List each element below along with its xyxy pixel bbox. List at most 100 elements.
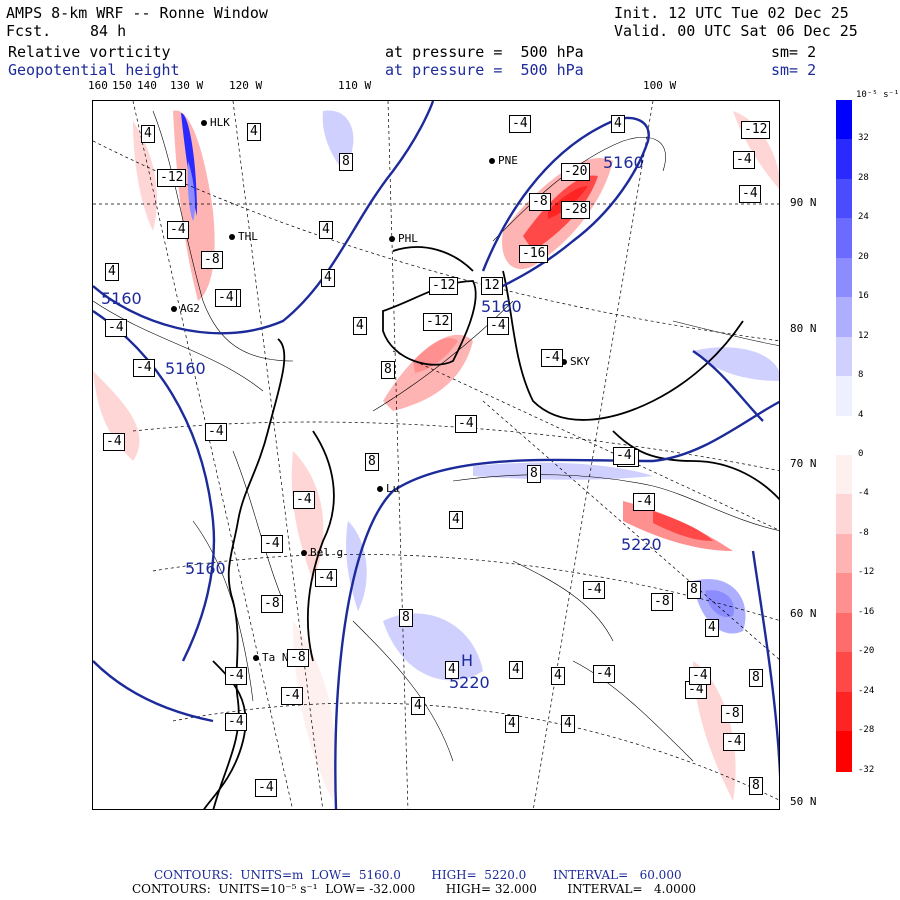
colorbar-tick-label: 24 [858,212,869,223]
colorbar-tick-label: -20 [858,646,875,657]
lon-label: 110 W [338,79,372,92]
colorbar-tick-label: -12 [858,567,875,578]
station-marker: THL [229,230,258,243]
field1-smoothing: sm= 2 [771,43,817,61]
vorticity-label: 12 [481,277,503,295]
vorticity-label: 8 [749,669,763,687]
colorbar-tick-label: 12 [858,330,869,341]
colorbar-tick-label: 8 [858,370,864,381]
colorbar-cell [836,100,852,141]
colorbar-cell [836,415,852,456]
height-label: 5160 [101,289,142,308]
colorbar [836,100,852,810]
vorticity-label: -12 [157,169,187,187]
vorticity-label: 4 [411,697,425,715]
vorticity-contours [93,110,779,762]
station-marker: PHL [389,232,418,245]
station-marker: AG2 [171,302,200,315]
station-dot-icon [377,486,383,492]
colorbar-tick-label: -16 [858,606,875,617]
colorbar-tick-label: 0 [858,449,864,459]
vorticity-label: -8 [529,193,551,211]
fcst-value: 84 h [90,22,127,40]
colorbar-cell [836,691,852,733]
vorticity-label: -4 [133,359,155,377]
vorticity-label: -8 [287,649,309,667]
vorticity-label: 4 [247,123,261,141]
vorticity-label: -4 [593,665,615,683]
vorticity-label: 8 [339,153,353,171]
vorticity-label: -4 [103,433,125,451]
field2-smoothing: sm= 2 [771,61,817,79]
vorticity-contour-info: CONTOURS: UNITS=10⁻⁵ s⁻¹ LOW= -32.000 HI… [132,882,696,896]
vorticity-label: 8 [687,581,701,599]
station-marker: HLK [201,116,230,129]
vorticity-label: 4 [611,115,625,133]
vorticity-label: -20 [561,163,591,181]
vorticity-label: -4 [225,713,247,731]
colorbar-tick-label: 4 [858,409,864,420]
height-contour-info: CONTOURS: UNITS=m LOW= 5160.0 HIGH= 5220… [154,868,682,882]
fcst-label: Fcst. [6,22,52,40]
station-marker: Bel g [301,546,343,559]
field1-name: Relative vorticity [8,43,171,61]
lon-label: 140 [137,79,157,92]
height-label: 5160 [165,359,206,378]
vorticity-map: 5160 5160 5160 5160 5160 5220 H 5220 HLK… [92,100,780,810]
high-marker: H [461,651,474,670]
colorbar-tick-label: -24 [858,685,875,696]
vorticity-label: 4 [319,221,333,239]
lat-label: 90 N [790,196,817,209]
lon-label: 150 [112,79,132,92]
field1-level: at pressure = 500 hPa [385,43,584,61]
height-label: 5220 [449,673,490,692]
colorbar-cell [836,139,852,180]
lat-label: 50 N [790,795,817,808]
vorticity-label: 8 [527,465,541,483]
vorticity-label: -4 [541,349,563,367]
vorticity-label: -4 [167,221,189,239]
colorbar-unit: 10⁻⁵ s⁻¹ [856,90,900,100]
vorticity-label: -4 [315,569,337,587]
colorbar-tick-label: -4 [858,488,869,499]
colorbar-cell [836,533,852,575]
station-dot-icon [301,550,307,556]
station-dot-icon [229,234,235,240]
height-label: 5220 [621,535,662,554]
colorbar-cell [836,297,852,338]
vorticity-label: -4 [281,687,303,705]
vorticity-label: 4 [141,125,155,143]
vorticity-label: 4 [353,317,367,335]
colorbar-tick-label: 28 [858,172,869,183]
station-dot-icon [253,655,259,661]
colorbar-cell [836,376,852,417]
vorticity-label: -4 [613,447,635,465]
colorbar-cell [836,494,852,535]
vorticity-label: -4 [105,319,127,337]
vorticity-label: -12 [741,121,771,139]
vorticity-label: -4 [733,151,755,169]
vorticity-label: -4 [509,115,531,133]
vorticity-label: -8 [201,251,223,269]
model-title: AMPS 8-km WRF -- Ronne Window [6,4,268,22]
height-label: 5160 [603,153,644,172]
lon-label: 160 [88,79,108,92]
vorticity-label: -4 [255,779,277,797]
vorticity-label: 4 [551,667,565,685]
station-marker: PNE [489,154,518,167]
height-label: 5160 [481,297,522,316]
field2-level: at pressure = 500 hPa [385,61,584,79]
vorticity-label: 4 [449,511,463,529]
colorbar-cell [836,218,852,259]
station-dot-icon [389,236,395,242]
vorticity-label: -8 [721,705,743,723]
colorbar-cell [836,731,852,772]
lon-label: 130 W [170,79,204,92]
colorbar-tick-label: -8 [858,527,869,538]
valid-time: Valid. 00 UTC Sat 06 Dec 25 [614,22,858,40]
vorticity-label: -4 [685,681,707,699]
colorbar-tick-label: 32 [858,133,869,144]
lon-label: 120 W [229,79,263,92]
vorticity-label: -4 [225,667,247,685]
lon-label: 100 W [643,79,677,92]
